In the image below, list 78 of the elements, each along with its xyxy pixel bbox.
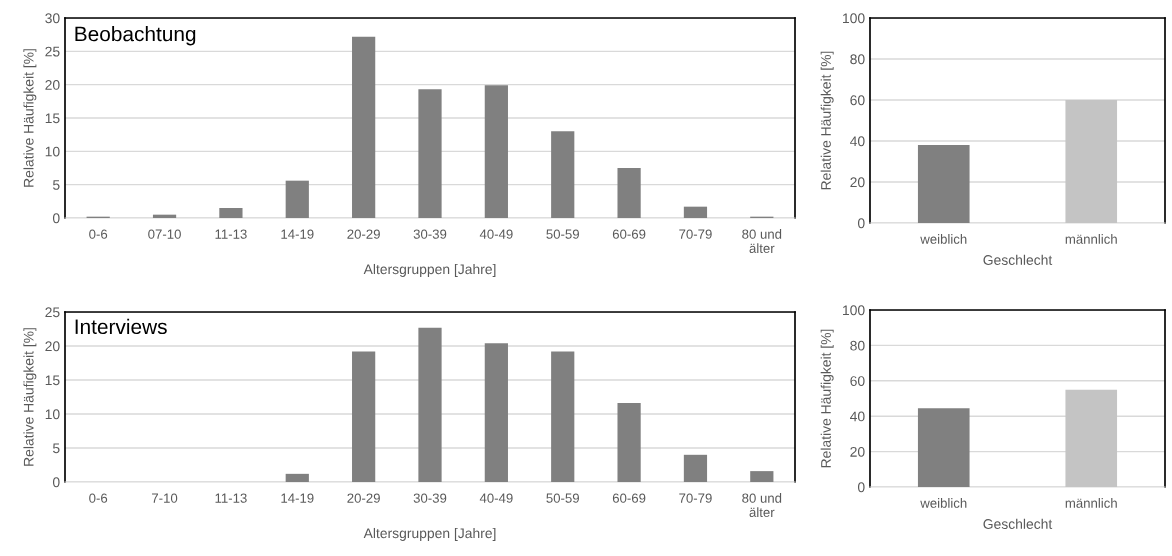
x-tick-label: 70-79: [679, 493, 712, 503]
bar: [418, 89, 442, 218]
y-tick-label: 5: [52, 443, 60, 454]
x-tick-label: 30-39: [413, 493, 447, 503]
bar: [551, 131, 575, 218]
x-tick-label: 0-6: [89, 229, 108, 239]
bar: [484, 85, 508, 218]
bar: [750, 471, 774, 482]
bar: [285, 180, 309, 218]
y-tick-label: 5: [52, 180, 60, 190]
y-tick-label: 40: [850, 411, 865, 422]
x-tick-label: 11-13: [215, 229, 247, 239]
bar: [683, 206, 708, 218]
x-tick-label: 20-29: [347, 493, 380, 503]
y-tick-label: 80: [850, 340, 865, 351]
y-tick-label: 60: [850, 95, 865, 106]
x-tick-label: weiblich: [920, 498, 967, 508]
y-tick-label: 10: [45, 409, 60, 420]
y-tick-label: 20: [45, 341, 60, 352]
x-tick-label: 11-13: [215, 493, 247, 503]
bar: [219, 208, 243, 218]
x-tick-label: 80 und älter: [742, 229, 782, 254]
y-tick-label: 100: [843, 13, 865, 24]
x-tick-label: männlich: [1065, 498, 1117, 508]
y-tick-label: 0: [857, 218, 865, 229]
x-tick-label: weiblich: [920, 234, 967, 244]
y-axis-title: Relative Häufigkeit [%]: [23, 328, 37, 466]
y-tick-label: 80: [850, 54, 865, 65]
y-tick-label: 100: [843, 305, 865, 316]
y-tick-label: 20: [850, 177, 865, 188]
x-tick-label: 14-19: [281, 229, 314, 239]
x-tick-label: 40-49: [479, 493, 513, 503]
chart-title: Interviews: [75, 318, 167, 335]
y-axis-title: Relative Häufigkeit [%]: [820, 51, 834, 190]
bar: [352, 351, 376, 482]
y-tick-label: 0: [52, 213, 60, 224]
x-axis-title: Altersgruppen [Jahre]: [363, 527, 496, 541]
x-tick-label: 50-59: [546, 493, 579, 503]
x-tick-label: 7-10: [152, 493, 178, 503]
bar: [152, 214, 177, 218]
y-axis-title: Relative Häufigkeit [%]: [820, 329, 834, 468]
y-tick-label: 15: [45, 375, 60, 386]
x-tick-label: 20-29: [347, 229, 380, 239]
y-tick-label: 15: [45, 113, 60, 124]
y-tick-label: 20: [45, 80, 60, 90]
chart-title: Beobachtung: [75, 26, 196, 46]
x-tick-label: 80 und älter: [742, 493, 782, 518]
bar: [285, 473, 309, 482]
x-tick-label: 60-69: [612, 493, 646, 503]
y-tick-label: 0: [52, 477, 60, 488]
y-tick-label: 10: [45, 146, 60, 157]
bar: [617, 168, 641, 218]
y-tick-label: 60: [850, 376, 865, 386]
y-tick-label: 25: [45, 46, 60, 57]
x-tick-label: 0-6: [89, 493, 108, 503]
y-tick-label: 25: [45, 307, 60, 318]
x-tick-label: 50-59: [546, 229, 579, 239]
x-tick-label: 40-49: [479, 229, 513, 239]
y-tick-label: 0: [857, 482, 865, 493]
y-tick-label: 40: [850, 136, 865, 147]
y-tick-label: 30: [45, 13, 60, 24]
x-tick-label: 60-69: [612, 229, 646, 239]
y-tick-label: 20: [850, 446, 865, 457]
bar: [418, 327, 442, 482]
bar: [617, 403, 641, 482]
x-tick-label: männlich: [1065, 234, 1117, 244]
y-axis-title: Relative Häufigkeit [%]: [23, 49, 37, 187]
bar: [683, 454, 708, 482]
bar: [551, 351, 575, 482]
x-axis-title: Geschlecht: [983, 254, 1053, 265]
x-tick-label: 07-10: [148, 229, 181, 239]
x-tick-label: 70-79: [679, 229, 712, 239]
x-tick-label: 30-39: [413, 229, 447, 239]
x-tick-label: 14-19: [281, 493, 314, 503]
bar: [484, 343, 508, 482]
bar: [352, 36, 376, 218]
x-axis-title: Geschlecht: [983, 518, 1053, 529]
x-axis-title: Altersgruppen [Jahre]: [363, 263, 496, 277]
